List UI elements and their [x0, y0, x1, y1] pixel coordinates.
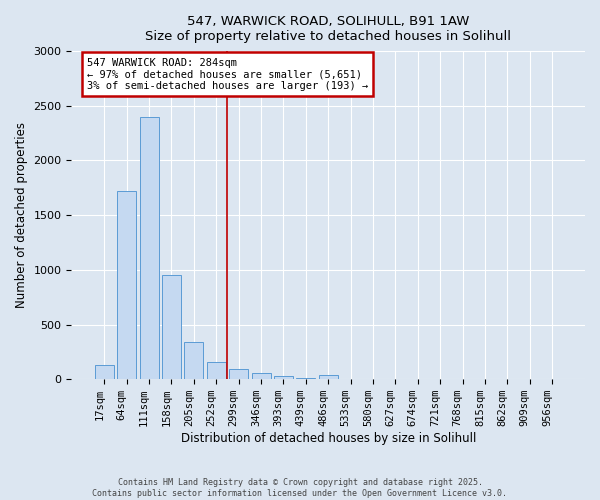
Bar: [95, 365, 114, 379]
X-axis label: Distribution of detached houses by size in Solihull: Distribution of detached houses by size …: [181, 432, 476, 445]
Bar: [162, 276, 181, 379]
Bar: [140, 116, 158, 379]
Text: Contains HM Land Registry data © Crown copyright and database right 2025.
Contai: Contains HM Land Registry data © Crown c…: [92, 478, 508, 498]
Bar: [251, 373, 271, 379]
Bar: [319, 376, 338, 379]
Y-axis label: Number of detached properties: Number of detached properties: [15, 122, 28, 308]
Bar: [117, 191, 136, 379]
Bar: [229, 369, 248, 379]
Title: 547, WARWICK ROAD, SOLIHULL, B91 1AW
Size of property relative to detached house: 547, WARWICK ROAD, SOLIHULL, B91 1AW Siz…: [145, 15, 511, 43]
Bar: [274, 376, 293, 379]
Bar: [207, 362, 226, 379]
Bar: [341, 378, 360, 379]
Text: 547 WARWICK ROAD: 284sqm
← 97% of detached houses are smaller (5,651)
3% of semi: 547 WARWICK ROAD: 284sqm ← 97% of detach…: [87, 58, 368, 91]
Bar: [296, 378, 316, 379]
Bar: [184, 342, 203, 379]
